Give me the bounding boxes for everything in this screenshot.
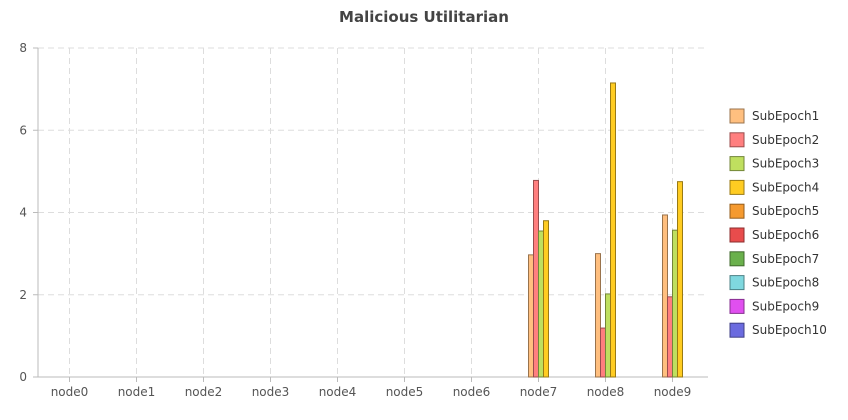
legend-label[interactable]: SubEpoch7 xyxy=(752,252,819,266)
legend-swatch[interactable] xyxy=(729,298,745,314)
bar[interactable] xyxy=(605,293,611,378)
x-tick-label: node6 xyxy=(453,385,491,399)
y-tick-label: 0 xyxy=(19,370,27,384)
bar[interactable] xyxy=(528,254,534,378)
x-tick-label: node7 xyxy=(520,385,558,399)
y-tick-label: 4 xyxy=(19,206,27,220)
legend-swatch[interactable] xyxy=(729,156,745,172)
legend-label[interactable]: SubEpoch2 xyxy=(752,133,819,147)
bar[interactable] xyxy=(595,253,601,378)
x-tick-label: node8 xyxy=(587,385,625,399)
bar[interactable] xyxy=(662,214,668,378)
bar[interactable] xyxy=(672,229,678,378)
legend-swatch[interactable] xyxy=(729,179,745,195)
x-tick-label: node4 xyxy=(319,385,357,399)
legend-swatch[interactable] xyxy=(729,203,745,219)
chart-title: Malicious Utilitarian xyxy=(339,8,509,26)
x-tick-label: node1 xyxy=(118,385,156,399)
bars xyxy=(528,82,683,378)
legend-swatch[interactable] xyxy=(729,275,745,291)
bar[interactable] xyxy=(543,220,549,378)
legend-label[interactable]: SubEpoch10 xyxy=(752,323,827,337)
x-tick-label: node2 xyxy=(185,385,223,399)
legend-label[interactable]: SubEpoch4 xyxy=(752,180,819,194)
y-tick-label: 2 xyxy=(19,288,27,302)
bar[interactable] xyxy=(677,181,683,378)
legend-swatch[interactable] xyxy=(729,227,745,243)
bar[interactable] xyxy=(600,327,606,378)
bar[interactable] xyxy=(533,179,539,378)
x-tick-label: node9 xyxy=(654,385,692,399)
legend-swatch[interactable] xyxy=(729,108,745,124)
y-tick-label: 6 xyxy=(19,123,27,137)
legend-swatch[interactable] xyxy=(729,132,745,148)
legend: SubEpoch1 SubEpoch2 SubEpoch3 SubEpoch4 SubE… xyxy=(729,108,827,338)
legend-label[interactable]: SubEpoch3 xyxy=(752,157,819,171)
x-tick-label: node5 xyxy=(386,385,424,399)
axes: 0 2 4 6 8 node0 node1 node2 node3 node4 node5 node6… xyxy=(19,41,708,399)
legend-label[interactable]: SubEpoch8 xyxy=(752,276,819,290)
x-tick-label: node3 xyxy=(252,385,290,399)
legend-label[interactable]: SubEpoch9 xyxy=(752,299,819,313)
legend-label[interactable]: SubEpoch6 xyxy=(752,228,819,242)
legend-label[interactable]: SubEpoch1 xyxy=(752,109,819,123)
legend-swatch[interactable] xyxy=(729,251,745,267)
legend-swatch[interactable] xyxy=(729,322,745,338)
y-tick-label: 8 xyxy=(19,41,27,55)
x-tick-label: node0 xyxy=(51,385,89,399)
bar[interactable] xyxy=(538,230,544,378)
legend-label[interactable]: SubEpoch5 xyxy=(752,204,819,218)
bar[interactable] xyxy=(667,296,673,378)
bar[interactable] xyxy=(610,82,616,378)
